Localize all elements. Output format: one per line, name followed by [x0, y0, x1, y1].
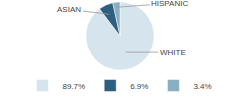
svg-text:3.4%: 3.4%: [193, 82, 211, 91]
svg-text:WHITE: WHITE: [160, 48, 186, 57]
svg-text:89.7%: 89.7%: [63, 82, 86, 91]
svg-text:6.9%: 6.9%: [130, 82, 148, 91]
svg-text:ASIAN: ASIAN: [57, 5, 81, 14]
svg-text:HISPANIC: HISPANIC: [151, 0, 188, 8]
